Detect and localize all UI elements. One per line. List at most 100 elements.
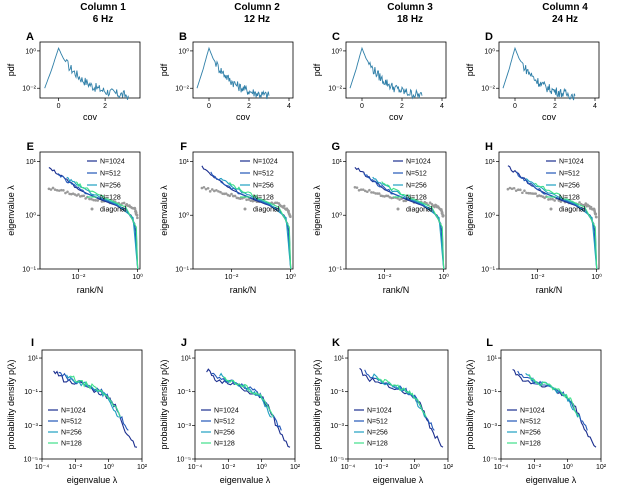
- diagonal-marker: [595, 215, 598, 219]
- panel-letter: I: [31, 337, 34, 349]
- tick-label: 10⁻³: [330, 423, 344, 430]
- legend-label: N=128: [214, 441, 235, 448]
- series-line: [66, 176, 139, 270]
- diagonal-marker: [425, 201, 428, 205]
- legend-label: N=1024: [100, 159, 125, 166]
- diagonal-marker: [122, 201, 126, 205]
- diagonal-marker: [559, 200, 563, 203]
- tick-label: 10⁻¹: [328, 267, 342, 274]
- diagonal-marker: [60, 188, 63, 192]
- diagonal-marker: [247, 198, 250, 201]
- tick-label: 10¹: [332, 159, 343, 166]
- diagonal-marker: [594, 212, 598, 216]
- diagonal-marker: [136, 216, 139, 220]
- column-subtitle: 18 Hz: [397, 14, 423, 25]
- legend: N=1024 N=512 N=256 N=128 diagonal: [240, 159, 280, 214]
- plot-frame: [345, 151, 447, 270]
- diagonal-marker: [55, 189, 59, 192]
- diagonal-marker: [57, 189, 61, 192]
- legend-label: N=512: [61, 419, 82, 426]
- diagonal-marker: [578, 201, 581, 204]
- diagonal-marker: [377, 192, 381, 195]
- diagonal-marker: [200, 186, 204, 190]
- x-axis-label: cov: [389, 112, 404, 122]
- tick-label: 10⁻⁴: [35, 464, 50, 471]
- density-panel: I 10⁻⁵ 10⁻³ 10⁻¹ 10¹ 10⁻⁴ 10⁻² 10⁰ 10² eigenvalue…: [6, 337, 148, 485]
- diagonal-marker: [90, 197, 93, 201]
- plot-frame: [498, 151, 600, 270]
- x-axis-label: eigenvalue λ: [373, 475, 424, 485]
- plot-frame: [345, 41, 447, 99]
- diagonal-marker: [208, 190, 212, 193]
- series-line: [201, 165, 292, 270]
- diagonal-marker: [82, 194, 86, 198]
- diagonal-marker: [213, 189, 216, 193]
- eigenvalue-panel: G 10⁻¹ 10⁰ 10¹ 10⁻² 10⁰ rank/N eigenvalue λ N=10…: [312, 141, 449, 295]
- legend-label: N=512: [520, 419, 541, 426]
- legend-label: diagonal: [559, 207, 586, 214]
- legend-label: N=128: [253, 195, 274, 202]
- series-line: [372, 176, 445, 270]
- density-panel: J 10⁻⁵ 10⁻³ 10⁻¹ 10¹ 10⁻⁴ 10⁻² 10⁰ 10² eigenvalue…: [159, 337, 301, 485]
- legend-label: N=128: [406, 195, 427, 202]
- diagonal-marker: [442, 214, 445, 217]
- legend-label: diagonal: [100, 207, 127, 214]
- tick-label: 10⁰: [484, 47, 495, 55]
- series-line: [48, 167, 139, 270]
- panel-letter: A: [26, 31, 34, 43]
- diagonal-marker: [398, 198, 401, 201]
- diagonal-marker: [66, 190, 69, 194]
- diagonal-marker: [510, 187, 514, 191]
- diagonal-marker: [512, 186, 516, 190]
- diagonal-marker: [51, 186, 55, 190]
- tick-label: 0: [57, 103, 61, 110]
- legend-label: N=512: [406, 171, 427, 178]
- tick-label: 10⁻¹: [177, 389, 191, 396]
- diagonal-marker: [370, 191, 373, 194]
- pdf-line: [44, 47, 129, 100]
- series-line: [534, 182, 598, 270]
- series-line: [525, 178, 598, 270]
- tick-label: 10¹: [28, 356, 39, 363]
- tick-label: 10⁻³: [483, 423, 497, 430]
- x-axis-label: eigenvalue λ: [220, 475, 271, 485]
- tick-label: 10⁰: [562, 463, 573, 471]
- tick-label: 10⁰: [591, 273, 602, 281]
- diagonal-marker: [88, 197, 91, 201]
- legend-label: N=128: [61, 441, 82, 448]
- diagonal-marker: [64, 191, 67, 195]
- diagonal-marker: [245, 198, 248, 202]
- diagonal-marker: [77, 193, 80, 196]
- diagonal-marker: [251, 199, 255, 203]
- legend-label: N=1024: [367, 408, 392, 415]
- pdf-line: [502, 46, 576, 101]
- x-axis-label: eigenvalue λ: [526, 475, 577, 485]
- series-line: [525, 372, 579, 418]
- y-axis-label: eigenvalue λ: [159, 185, 169, 236]
- legend-label: N=256: [520, 430, 541, 437]
- diagonal-marker: [523, 189, 526, 193]
- diagonal-marker: [92, 198, 95, 202]
- tick-label: 10⁻²: [481, 86, 495, 93]
- tick-label: 4: [440, 103, 444, 110]
- diagonal-marker: [519, 188, 522, 192]
- series-line: [363, 173, 445, 270]
- series-line: [516, 171, 598, 270]
- diagonal-marker: [210, 188, 214, 191]
- diagonal-marker: [287, 209, 290, 213]
- plot-frame: [194, 349, 296, 460]
- tick-label: 10⁻²: [175, 86, 189, 93]
- diagonal-marker: [357, 189, 361, 192]
- diagonal-marker: [355, 186, 359, 189]
- legend-label: N=128: [367, 441, 388, 448]
- column-subtitle: 24 Hz: [552, 14, 578, 25]
- legend: N=1024 N=512 N=256 N=128: [48, 408, 86, 448]
- x-axis-label: cov: [542, 112, 557, 122]
- eigenvalue-panel: H 10⁻¹ 10⁰ 10¹ 10⁻² 10⁰ rank/N eigenvalue λ N=10…: [465, 141, 602, 295]
- diagonal-marker: [241, 196, 244, 200]
- diagonal-marker: [202, 185, 206, 189]
- density-panel: K 10⁻⁵ 10⁻³ 10⁻¹ 10¹ 10⁻⁴ 10⁻² 10⁰ 10² eigenvalue…: [312, 337, 454, 485]
- tick-label: 10²: [596, 464, 607, 471]
- x-axis-label: rank/N: [383, 285, 410, 295]
